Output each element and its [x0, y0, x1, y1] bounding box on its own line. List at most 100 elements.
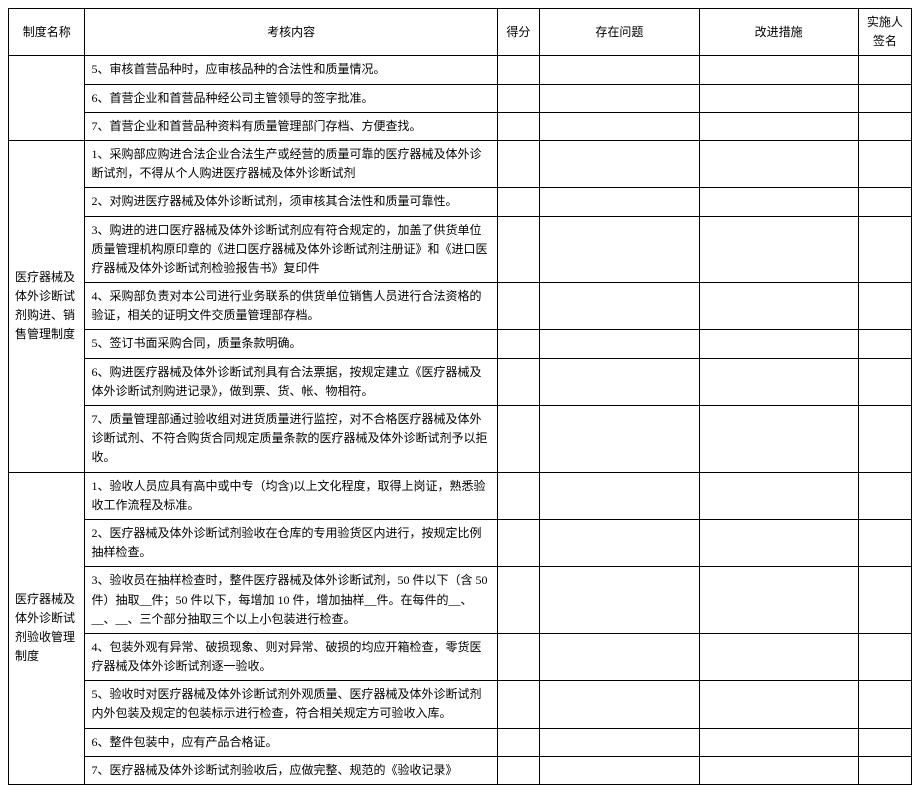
- problem-cell: [540, 756, 699, 784]
- problem-cell: [540, 358, 699, 405]
- problem-cell: [540, 216, 699, 283]
- action-cell: [699, 283, 858, 330]
- problem-cell: [540, 56, 699, 84]
- content-cell: 2、对购进医疗器械及体外诊断试剂，须审核其合法性和质量可靠性。: [85, 188, 497, 216]
- score-cell: [497, 472, 539, 519]
- content-cell: 6、整件包装中，应有产品合格证。: [85, 728, 497, 756]
- sign-cell: [858, 140, 911, 187]
- action-cell: [699, 188, 858, 216]
- action-cell: [699, 140, 858, 187]
- problem-cell: [540, 84, 699, 112]
- table-row: 5、审核首营品种时，应审核品种的合法性和质量情况。: [9, 56, 912, 84]
- score-cell: [497, 216, 539, 283]
- problem-cell: [540, 330, 699, 358]
- sign-cell: [858, 216, 911, 283]
- content-cell: 3、验收员在抽样检查时，整件医疗器械及体外诊断试剂，50 件以下（含 50件）抽…: [85, 567, 497, 634]
- action-cell: [699, 756, 858, 784]
- assessment-table: 制度名称 考核内容 得分 存在问题 改进措施 实施人签名 5、审核首营品种时，应…: [8, 8, 912, 785]
- table-row: 2、对购进医疗器械及体外诊断试剂，须审核其合法性和质量可靠性。: [9, 188, 912, 216]
- score-cell: [497, 112, 539, 140]
- content-cell: 7、质量管理部通过验收组对进货质量进行监控，对不合格医疗器械及体外诊断试剂、不符…: [85, 406, 497, 473]
- problem-cell: [540, 140, 699, 187]
- table-row: 3、验收员在抽样检查时，整件医疗器械及体外诊断试剂，50 件以下（含 50件）抽…: [9, 567, 912, 634]
- sign-cell: [858, 633, 911, 680]
- sign-cell: [858, 84, 911, 112]
- score-cell: [497, 633, 539, 680]
- sign-cell: [858, 112, 911, 140]
- score-cell: [497, 84, 539, 112]
- problem-cell: [540, 406, 699, 473]
- table-row: 5、验收时对医疗器械及体外诊断试剂外观质量、医疗器械及体外诊断试剂内外包装及规定…: [9, 681, 912, 728]
- problem-cell: [540, 283, 699, 330]
- score-cell: [497, 728, 539, 756]
- action-cell: [699, 728, 858, 756]
- problem-cell: [540, 188, 699, 216]
- sign-cell: [858, 472, 911, 519]
- content-cell: 4、包装外观有异常、破损现象、则对异常、破损的均应开箱检查，零货医疗器械及体外诊…: [85, 633, 497, 680]
- header-sign: 实施人签名: [858, 9, 911, 56]
- action-cell: [699, 472, 858, 519]
- table-row: 7、首营企业和首营品种资料有质量管理部门存档、方便查找。: [9, 112, 912, 140]
- action-cell: [699, 567, 858, 634]
- score-cell: [497, 56, 539, 84]
- content-cell: 2、医疗器械及体外诊断试剂验收在仓库的专用验货区内进行，按规定比例抽样检查。: [85, 519, 497, 566]
- content-cell: 5、验收时对医疗器械及体外诊断试剂外观质量、医疗器械及体外诊断试剂内外包装及规定…: [85, 681, 497, 728]
- content-cell: 1、采购部应购进合法企业合法生产或经营的质量可靠的医疗器械及体外诊断试剂，不得从…: [85, 140, 497, 187]
- header-content: 考核内容: [85, 9, 497, 56]
- sign-cell: [858, 567, 911, 634]
- content-cell: 7、首营企业和首营品种资料有质量管理部门存档、方便查找。: [85, 112, 497, 140]
- table-row: 7、医疗器械及体外诊断试剂验收后，应做完整、规范的《验收记录》: [9, 756, 912, 784]
- table-row: 医疗器械及体外诊断试剂验收管理制度 1、验收人员应具有高中或中专（均含)以上文化…: [9, 472, 912, 519]
- score-cell: [497, 330, 539, 358]
- sign-cell: [858, 330, 911, 358]
- action-cell: [699, 633, 858, 680]
- section1-name: 医疗器械及体外诊断试剂购进、销售管理制度: [9, 140, 85, 472]
- problem-cell: [540, 472, 699, 519]
- table-row: 4、采购部负责对本公司进行业务联系的供货单位销售人员进行合法资格的验证，相关的证…: [9, 283, 912, 330]
- action-cell: [699, 112, 858, 140]
- table-row: 7、质量管理部通过验收组对进货质量进行监控，对不合格医疗器械及体外诊断试剂、不符…: [9, 406, 912, 473]
- sign-cell: [858, 283, 911, 330]
- header-score: 得分: [497, 9, 539, 56]
- sign-cell: [858, 406, 911, 473]
- action-cell: [699, 681, 858, 728]
- section2-name: 医疗器械及体外诊断试剂验收管理制度: [9, 472, 85, 784]
- table-row: 6、整件包装中，应有产品合格证。: [9, 728, 912, 756]
- sign-cell: [858, 56, 911, 84]
- content-cell: 5、签订书面采购合同，质量条款明确。: [85, 330, 497, 358]
- score-cell: [497, 140, 539, 187]
- content-cell: 6、首营企业和首营品种经公司主管领导的签字批准。: [85, 84, 497, 112]
- sign-cell: [858, 519, 911, 566]
- action-cell: [699, 406, 858, 473]
- problem-cell: [540, 728, 699, 756]
- table-row: 4、包装外观有异常、破损现象、则对异常、破损的均应开箱检查，零货医疗器械及体外诊…: [9, 633, 912, 680]
- header-name: 制度名称: [9, 9, 85, 56]
- content-cell: 5、审核首营品种时，应审核品种的合法性和质量情况。: [85, 56, 497, 84]
- score-cell: [497, 188, 539, 216]
- content-cell: 1、验收人员应具有高中或中专（均含)以上文化程度，取得上岗证，熟悉验收工作流程及…: [85, 472, 497, 519]
- content-cell: 6、购进医疗器械及体外诊断试剂具有合法票据，按规定建立《医疗器械及体外诊断试剂购…: [85, 358, 497, 405]
- score-cell: [497, 406, 539, 473]
- section0-name: [9, 56, 85, 141]
- content-cell: 7、医疗器械及体外诊断试剂验收后，应做完整、规范的《验收记录》: [85, 756, 497, 784]
- header-problem: 存在问题: [540, 9, 699, 56]
- problem-cell: [540, 112, 699, 140]
- table-row: 5、签订书面采购合同，质量条款明确。: [9, 330, 912, 358]
- action-cell: [699, 216, 858, 283]
- action-cell: [699, 519, 858, 566]
- problem-cell: [540, 681, 699, 728]
- table-row: 6、购进医疗器械及体外诊断试剂具有合法票据，按规定建立《医疗器械及体外诊断试剂购…: [9, 358, 912, 405]
- table-row: 医疗器械及体外诊断试剂购进、销售管理制度 1、采购部应购进合法企业合法生产或经营…: [9, 140, 912, 187]
- action-cell: [699, 56, 858, 84]
- sign-cell: [858, 188, 911, 216]
- score-cell: [497, 519, 539, 566]
- score-cell: [497, 756, 539, 784]
- content-cell: 4、采购部负责对本公司进行业务联系的供货单位销售人员进行合法资格的验证，相关的证…: [85, 283, 497, 330]
- score-cell: [497, 358, 539, 405]
- action-cell: [699, 358, 858, 405]
- sign-cell: [858, 358, 911, 405]
- table-row: 6、首营企业和首营品种经公司主管领导的签字批准。: [9, 84, 912, 112]
- content-cell: 3、购进的进口医疗器械及体外诊断试剂应有符合规定的，加盖了供货单位质量管理机构原…: [85, 216, 497, 283]
- header-action: 改进措施: [699, 9, 858, 56]
- action-cell: [699, 330, 858, 358]
